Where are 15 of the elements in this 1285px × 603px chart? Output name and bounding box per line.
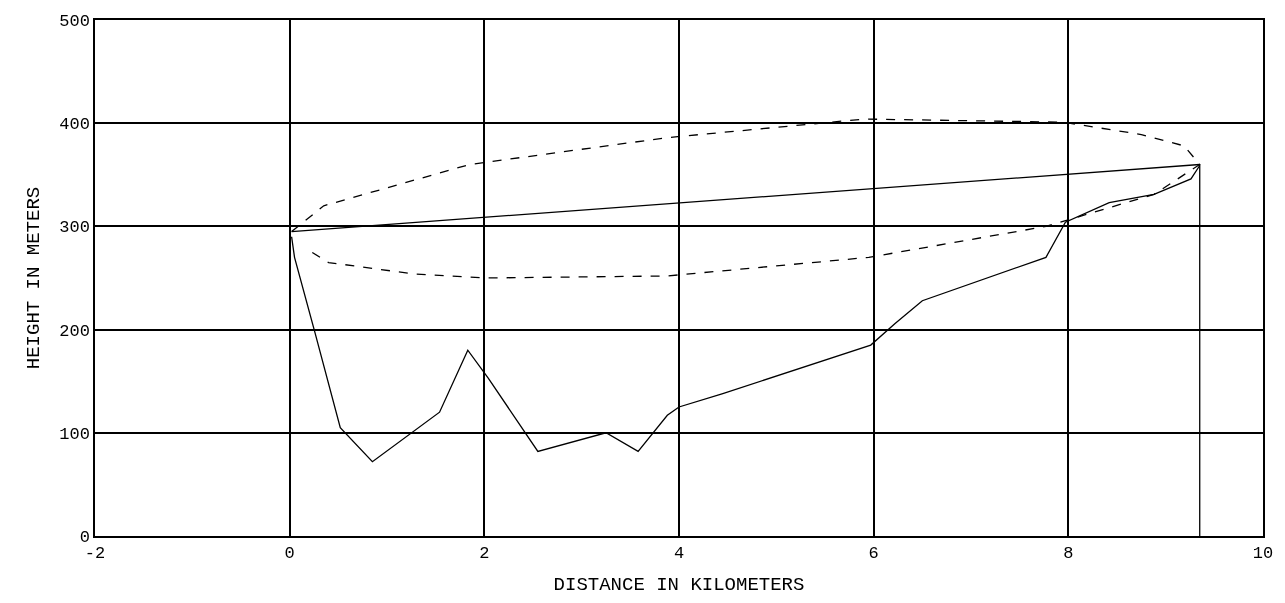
x-tick-label: 6 <box>868 544 879 564</box>
x-tick-label: 2 <box>479 544 490 564</box>
x-axis-title: DISTANCE IN KILOMETERS <box>553 574 805 597</box>
y-axis-title: HEIGHT IN METERS <box>22 186 45 370</box>
x-tick-label: 8 <box>1063 544 1074 564</box>
y-tick-label: 500 <box>59 11 90 31</box>
y-tick-label: 400 <box>59 115 90 135</box>
y-tick-label: 300 <box>59 218 90 238</box>
y-tick-label: 0 <box>79 527 90 547</box>
x-tick-label: 10 <box>1252 544 1274 564</box>
x-tick-label: -2 <box>84 544 106 564</box>
y-tick-label: 100 <box>59 424 90 444</box>
x-tick-label: 4 <box>673 544 685 564</box>
x-tick-label: 0 <box>284 544 295 564</box>
y-tick-label: 200 <box>59 321 90 341</box>
